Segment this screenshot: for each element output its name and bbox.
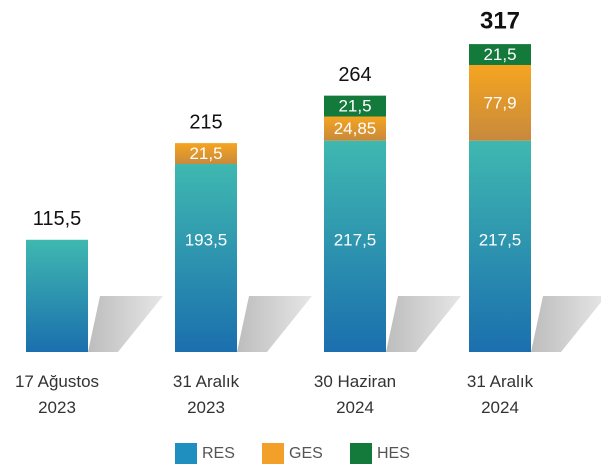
bar-segment (324, 140, 386, 352)
legend-label: HES (377, 445, 410, 462)
x-tick-line: 2023 (38, 398, 76, 417)
bar-shadow (386, 296, 461, 352)
bar-shadow (88, 296, 163, 352)
x-tick-line: 31 Aralık (467, 372, 534, 391)
bar-segment (26, 239, 88, 352)
bar-shadow (237, 296, 312, 352)
x-tick-line: 31 Aralık (173, 372, 240, 391)
bar-segment (469, 44, 531, 65)
legend-swatch (262, 443, 284, 464)
segment-label: 217,5 (479, 230, 522, 249)
segment-label: 21,5 (189, 144, 222, 163)
x-tick-label: 30 Haziran 2024 (314, 372, 396, 417)
x-tick-label: 17 Ağustos 2023 (15, 372, 99, 417)
segment-label: 193,5 (185, 230, 228, 249)
x-tick-label: 31 Aralık 2023 (173, 372, 240, 417)
segment-label: 217,5 (334, 230, 377, 249)
legend-swatch (175, 443, 197, 464)
x-tick-label: 31 Aralık 2024 (467, 372, 534, 417)
legend-label: RES (202, 445, 235, 462)
total-label: 264 (338, 64, 371, 86)
legend-swatch (350, 443, 372, 464)
total-label: 115,5 (33, 208, 82, 230)
x-tick-line: 2023 (187, 398, 225, 417)
x-tick-line: 30 Haziran (314, 372, 396, 391)
segment-label: 21,5 (338, 97, 371, 116)
x-tick-line: 17 Ağustos (15, 372, 99, 391)
segment-label: 21,5 (483, 45, 516, 64)
x-tick-line: 2024 (336, 398, 374, 417)
bar-segment (324, 95, 386, 117)
bar-segment (324, 116, 386, 141)
bar-segment (175, 143, 237, 164)
legend-label: GES (289, 445, 323, 462)
segment-label: 77,9 (483, 93, 516, 112)
total-label: 215 (189, 111, 222, 133)
segment-label: 24,85 (334, 119, 377, 138)
bar-segment (469, 64, 531, 141)
bar-segment (175, 163, 237, 352)
bar-segment (469, 140, 531, 352)
total-label: 317 (480, 7, 520, 34)
bar-shadow (531, 296, 601, 352)
x-tick-line: 2024 (481, 398, 519, 417)
